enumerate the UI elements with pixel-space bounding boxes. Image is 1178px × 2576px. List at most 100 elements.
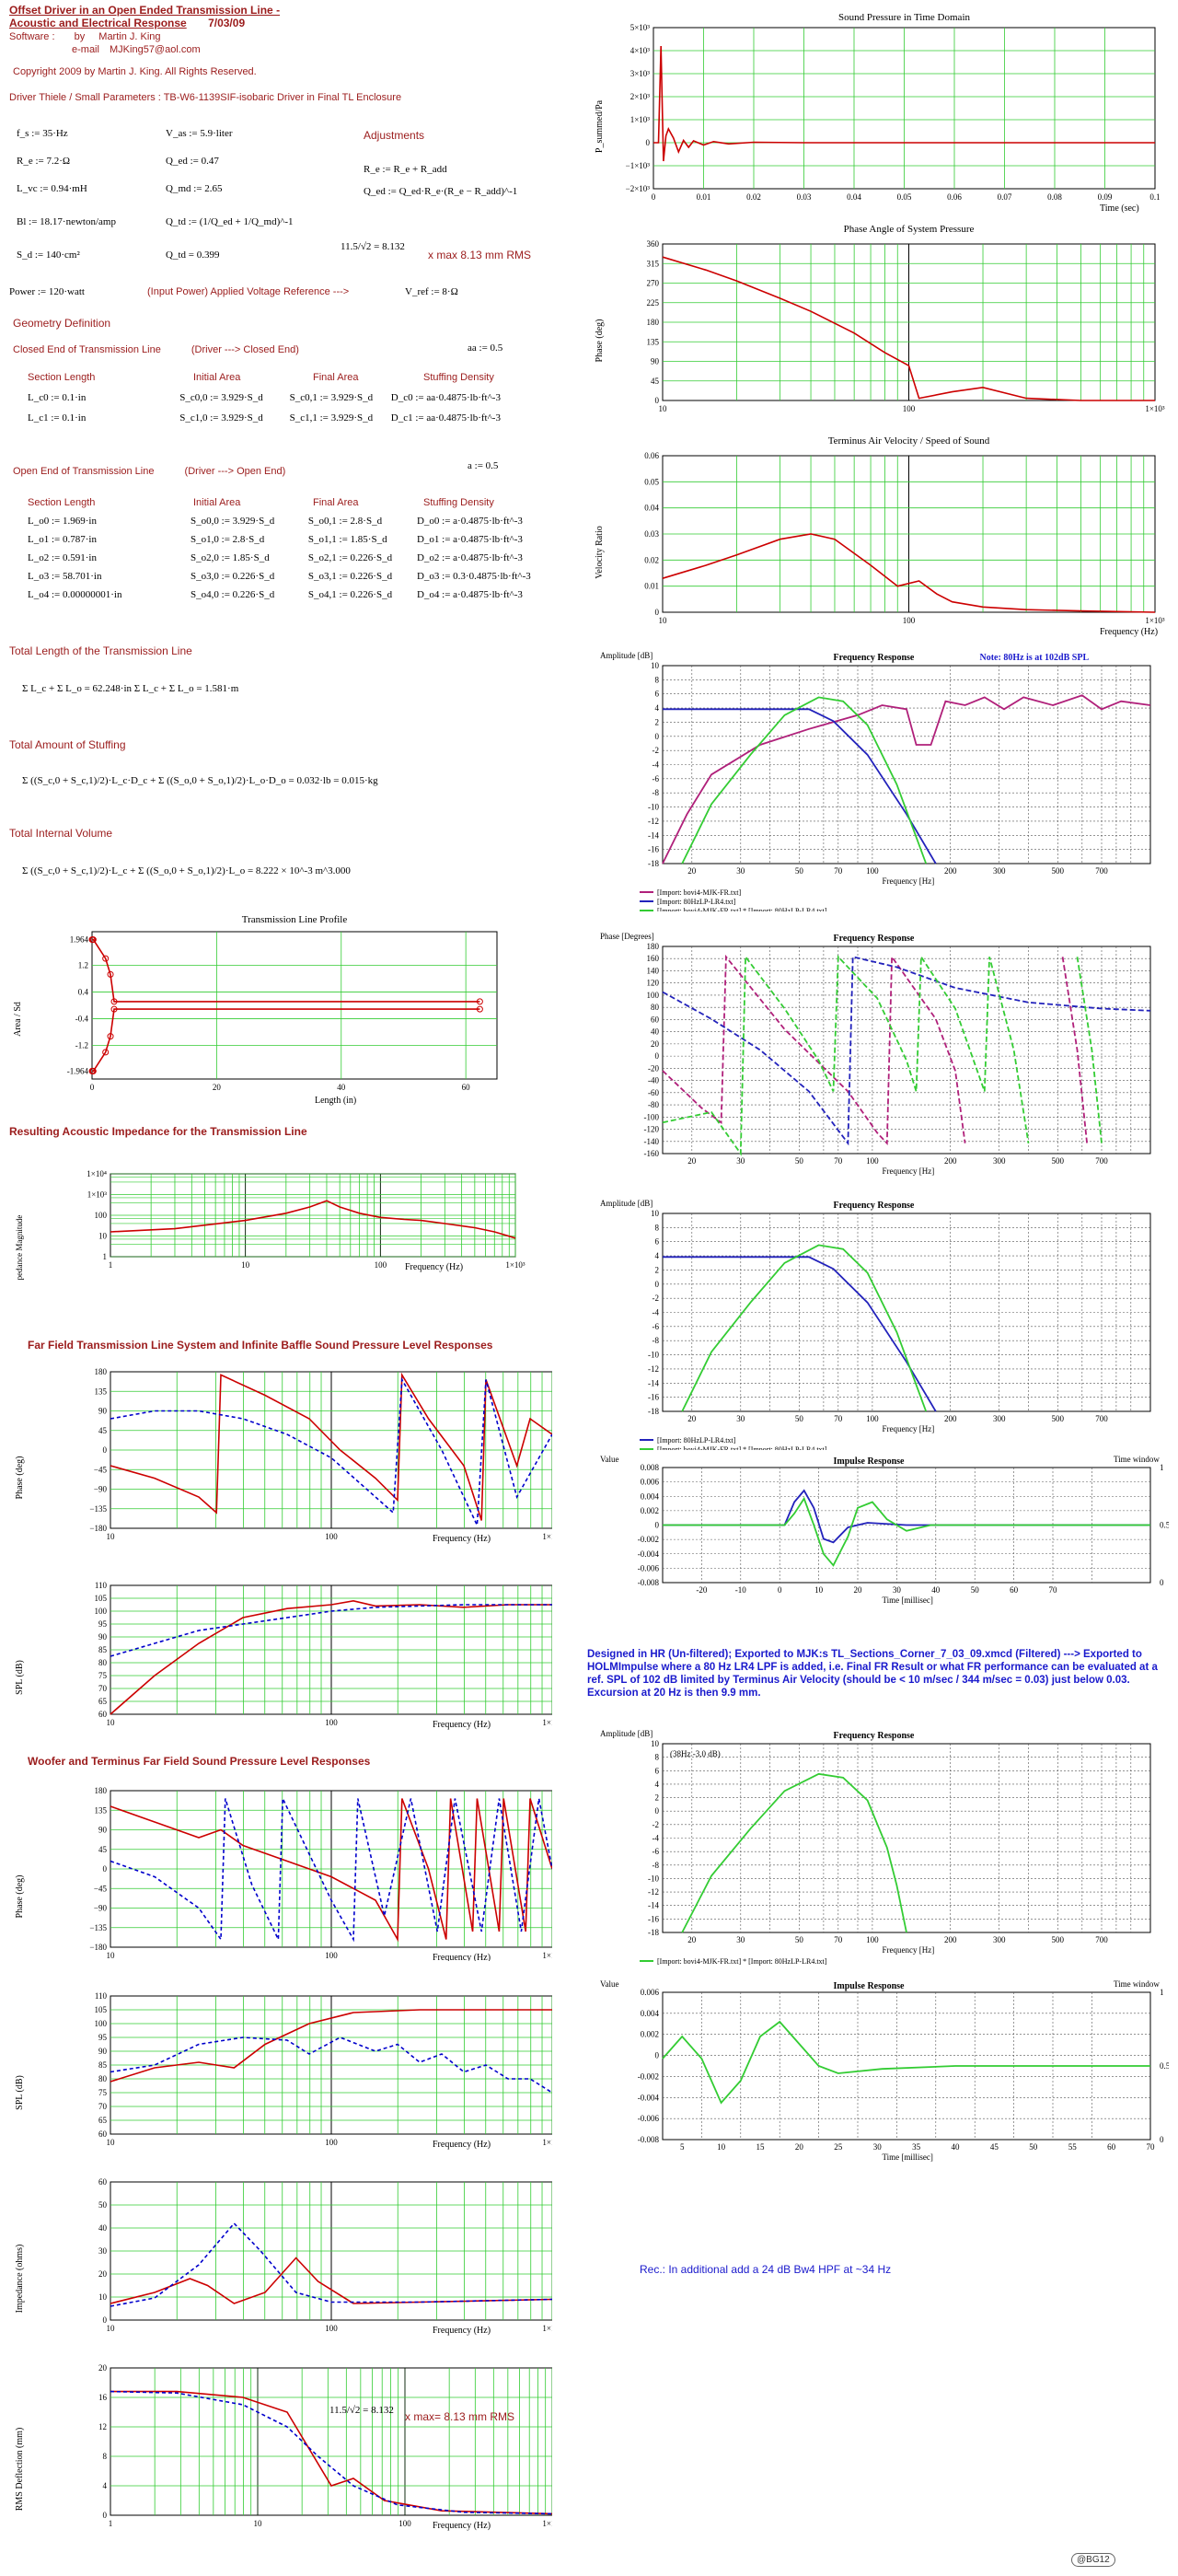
param-qtd: Q_td = 0.399 [166,249,220,261]
x-tick-label: 100 [903,404,916,413]
x-tick-label: 0 [652,192,656,202]
y-tick-label: 0 [646,138,651,147]
y-tick-label: -2 [653,1294,660,1303]
y-tick-label: 0 [103,1445,108,1455]
y-tick-label: -12 [648,1364,659,1374]
y-tick-label: 90 [98,1632,108,1642]
y-tick-label: -40 [648,1076,659,1085]
designed-note: Designed in HR (Un-filtered); Exported t… [587,1649,1158,1699]
plot-area [110,1790,552,1948]
y-tick-label: 10 [651,1209,660,1218]
x-tick-label: 35 [912,2142,921,2152]
closed-cell: S_c1,1 := 3.929·S_d [289,412,374,424]
param-sd: S_d := 140·cm² [17,249,80,261]
col-final: Final Area [313,497,359,508]
closed-table-header: Section Length Initial Area Final Area S… [28,372,543,383]
email-link[interactable]: MJKing57@aol.com [110,44,201,55]
plot-frame [91,931,498,1080]
x-tick-label: 100 [375,1260,387,1270]
y-tick-label: 0 [655,1280,660,1289]
y-tick-label: 0.002 [641,1506,659,1515]
chart-note: Note: 80Hz is at 102dB SPL [980,653,1090,663]
y-tick-label: 65 [98,2116,108,2125]
y-tick-label: 45 [651,377,660,386]
open-table-header: Section Length Initial Area Final Area S… [28,497,580,508]
open-cell: D_o3 := 0.3·0.4875·lb·ft^-3 [416,571,531,582]
y-tick-label: 45 [98,1426,108,1435]
y-tick-label: 270 [647,279,660,288]
y-tick-label: 100 [95,1211,108,1220]
y-tick-label: 360 [647,239,660,249]
y-tick-label: 2 [655,1265,660,1274]
open-cell: S_o3,1 := 0.226·S_d [307,571,393,582]
plot-area [110,2367,552,2516]
series-line [663,1256,937,1412]
y-tick-label: -1.2 [75,1041,88,1050]
x-tick-label: 70 [834,1935,843,1944]
series-line [662,2020,1150,2105]
sound-pressure-time-chart: Sound Pressure in Time Domain 5×10³ 4×10³ 3… [595,12,1161,214]
x-tick-label: 0.04 [847,192,861,202]
x-tick-label: -20 [696,1585,707,1595]
y-tick-label: -12 [648,817,659,826]
profile-point [110,998,118,1005]
closed-cell: D_c1 := aa·0.4875·lb·ft^-3 [390,412,501,424]
x-tick-label: 20 [687,1414,697,1423]
param-qed: Q_ed := 0.47 [166,156,219,167]
x-tick-label: 50 [1029,2142,1038,2152]
x-tick-label: -10 [735,1585,746,1595]
x-tick-label: 10 [107,1532,116,1541]
x-unit-label: Time [millisec] [883,2152,933,2162]
series-line [110,1200,516,1239]
y-tick-label: 6 [655,1237,660,1247]
x-tick-label: 100 [866,1156,879,1166]
y-tick-label: -20 [648,1063,659,1073]
series-line [92,1008,480,1073]
right-tick-label: 1 [1160,1988,1164,1997]
x-tick-label: 0.06 [947,192,962,202]
x-tick-label: 100 [325,1718,338,1727]
badge: @BG12 [1071,2553,1115,2567]
x-tick-label: 15 [756,2142,766,2152]
x-tick-label: 0.07 [998,192,1012,202]
x-tick-label: 30 [893,1585,902,1595]
series-line [110,1604,552,1657]
param-re-adj: R_e := R_e + R_add [364,164,447,175]
x-tick-label: 200 [944,866,957,876]
y-tick-label: 90 [98,2047,108,2056]
y-tick-label: 0.06 [644,451,659,460]
hr-impulse2-chart: Value Impulse Response Time window 0.006 0.0… [600,1979,1169,2162]
x-tick-label: 0 [778,1585,782,1595]
x-tick-label: 1×10³ [505,1260,525,1270]
x-tick-label: 10 [659,616,668,625]
series-line [110,1372,552,1521]
y-tick-label: 1×10³ [87,1190,108,1200]
open-cell: S_o2,1 := 0.226·S_d [307,552,393,563]
y-tick-label: 80 [98,1658,108,1667]
window-label: Time window [1114,1979,1160,1989]
profile-point [102,955,110,962]
y-axis-label: Impedance (ohms) [15,2245,25,2314]
x-axis-label: Frequency (Hz) [433,1720,491,1730]
x-tick-label: 1×10³ [542,1951,552,1960]
y-tick-label: 0 [103,1864,108,1874]
open-cell: D_o1 := a·0.4875·lb·ft^-3 [416,534,523,545]
y-tick-label: 4 [103,2481,108,2490]
y-tick-label: -0.002 [638,1535,659,1544]
y-tick-label: 85 [98,1645,108,1654]
x-tick-label: 0.08 [1047,192,1062,202]
x-tick-label: 20 [854,1585,863,1595]
y-tick-label: -16 [648,1914,659,1923]
y-tick-label: -0.002 [638,2071,659,2081]
y-tick-label: 6 [655,1766,660,1775]
y-tick-label: −2×10³ [626,184,651,193]
y-tick-label: 1 [103,1252,108,1261]
hr-fr3-chart: Amplitude [dB] Frequency Response1086420-… [600,1729,1151,1966]
x-tick-label: 100 [325,1532,338,1541]
series-line [662,694,1151,864]
y-tick-label: 75 [98,2088,108,2097]
y-tick-label: −135 [89,1923,107,1932]
y-unit-label: Amplitude [dB] [600,1199,653,1208]
y-tick-label: -0.008 [638,1578,660,1587]
